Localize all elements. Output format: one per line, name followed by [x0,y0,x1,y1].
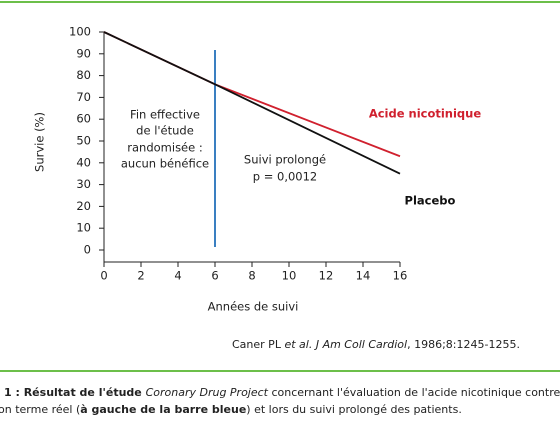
caption-part: Coronary Drug Project [146,386,269,399]
x-tick-label: 0 [100,269,107,283]
y-tick-label: 10 [76,221,91,235]
caption: on terme réel (à gauche de la barre bleu… [0,403,462,416]
y-tick-label: 90 [76,46,91,60]
annotation-line: Suivi prolongé [244,153,326,167]
citation-part: , 1986;8:1245-1255. [407,338,520,351]
y-tick-label: 60 [76,112,91,126]
y-tick-label: 20 [76,199,91,213]
caption-part: à gauche de la barre bleue [80,403,246,416]
y-tick-label: 80 [76,68,91,82]
caption-part: 1 : Résultat de l'étude [4,386,146,399]
y-tick-label: 30 [76,177,91,191]
x-tick-label: 2 [137,269,144,283]
y-tick-label: 50 [76,134,91,148]
x-tick-label: 16 [393,269,408,283]
y-axis-label: Survie (%) [33,112,47,172]
annotation-line: de l'étude [136,124,194,138]
y-tick-label: 70 [76,90,91,104]
annotation-line: randomisée : [127,141,202,155]
x-tick-label: 10 [282,269,297,283]
x-tick-label: 14 [356,269,371,283]
x-axis-label: Années de suivi [208,300,299,314]
y-tick-label: 40 [76,155,91,169]
citation-part: et al. [284,338,312,351]
x-tick-label: 6 [211,269,218,283]
citation-part: J Am Coll Cardiol [312,338,407,351]
citation-part: Caner PL [232,338,284,351]
x-tick-label: 8 [248,269,255,283]
caption: 1 : Résultat de l'étude Coronary Drug Pr… [4,386,560,399]
annotation-line: aucun bénéfice [121,157,209,171]
annotation: Fin effective de l'étude randomisée : au… [121,108,326,184]
legend-label: Acide nicotinique [369,107,482,121]
caption-part: concernant l'évaluation de l'acide nicot… [268,386,560,399]
x-tick-label: 12 [319,269,334,283]
legend-label: Placebo [405,194,456,208]
y-tick-label: 0 [84,243,91,257]
x-tick-label: 4 [174,269,181,283]
y-tick-label: 100 [69,25,91,39]
annotation-line: p = 0,0012 [253,170,318,184]
annotation-line: Fin effective [130,108,200,122]
caption-part: on terme réel ( [0,403,80,416]
series-line [103,31,401,175]
series-line [103,31,401,158]
caption-part: ) et lors du suivi prolongé des patients… [246,403,462,416]
citation: Caner PL et al. J Am Coll Cardiol, 1986;… [232,338,520,351]
